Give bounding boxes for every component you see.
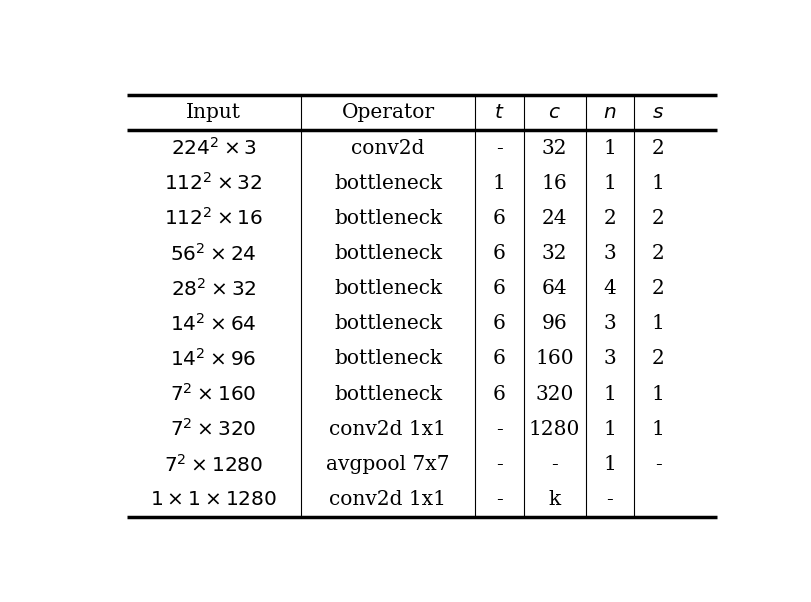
Text: 96: 96	[542, 314, 568, 334]
Text: conv2d 1x1: conv2d 1x1	[329, 490, 446, 509]
Text: 1: 1	[652, 385, 665, 404]
Text: 1: 1	[603, 420, 616, 439]
Text: -: -	[607, 490, 613, 509]
Text: conv2d: conv2d	[351, 138, 425, 158]
Text: 2: 2	[652, 138, 665, 158]
Text: $c$: $c$	[548, 104, 561, 122]
Text: 1: 1	[652, 173, 665, 193]
Text: -: -	[496, 455, 503, 474]
Text: 2: 2	[652, 209, 665, 228]
Text: -: -	[496, 420, 503, 439]
Text: $s$: $s$	[652, 104, 664, 122]
Text: $56^2 \times 24$: $56^2 \times 24$	[170, 243, 257, 264]
Text: bottleneck: bottleneck	[334, 350, 442, 368]
Text: 320: 320	[535, 385, 573, 404]
Text: bottleneck: bottleneck	[334, 279, 442, 298]
Text: 1: 1	[493, 173, 506, 193]
Text: bottleneck: bottleneck	[334, 385, 442, 404]
Text: 16: 16	[542, 173, 568, 193]
Text: 2: 2	[652, 350, 665, 368]
Text: 6: 6	[493, 244, 506, 263]
Text: -: -	[496, 490, 503, 509]
Text: $14^2 \times 96$: $14^2 \times 96$	[170, 348, 257, 370]
Text: -: -	[654, 455, 662, 474]
Text: 6: 6	[493, 279, 506, 298]
Text: $112^2 \times 16$: $112^2 \times 16$	[164, 208, 264, 229]
Text: 160: 160	[535, 350, 574, 368]
Text: 1: 1	[652, 420, 665, 439]
Text: 6: 6	[493, 350, 506, 368]
Text: 1: 1	[603, 455, 616, 474]
Text: 1: 1	[603, 173, 616, 193]
Text: 3: 3	[603, 314, 616, 334]
Text: conv2d 1x1: conv2d 1x1	[329, 420, 446, 439]
Text: 3: 3	[603, 350, 616, 368]
Text: $14^2 \times 64$: $14^2 \times 64$	[170, 313, 257, 335]
Text: 1280: 1280	[529, 420, 580, 439]
Text: 6: 6	[493, 314, 506, 334]
Text: $7^2 \times 160$: $7^2 \times 160$	[170, 383, 257, 405]
Text: bottleneck: bottleneck	[334, 209, 442, 228]
Text: 6: 6	[493, 209, 506, 228]
Text: $7^2 \times 1280$: $7^2 \times 1280$	[164, 453, 264, 476]
Text: 4: 4	[603, 279, 616, 298]
Text: avgpool 7x7: avgpool 7x7	[326, 455, 450, 474]
Text: 2: 2	[652, 244, 665, 263]
Text: 1: 1	[603, 385, 616, 404]
Text: 6: 6	[493, 385, 506, 404]
Text: $224^2 \times 3$: $224^2 \times 3$	[170, 137, 256, 159]
Text: 64: 64	[542, 279, 568, 298]
Text: $112^2 \times 32$: $112^2 \times 32$	[165, 172, 263, 194]
Text: $7^2 \times 320$: $7^2 \times 320$	[170, 418, 257, 440]
Text: 2: 2	[652, 279, 665, 298]
Text: 3: 3	[603, 244, 616, 263]
Text: $t$: $t$	[494, 104, 504, 122]
Text: $28^2 \times 32$: $28^2 \times 32$	[171, 278, 256, 300]
Text: 2: 2	[603, 209, 616, 228]
Text: 1: 1	[652, 314, 665, 334]
Text: k: k	[548, 490, 560, 509]
Text: 32: 32	[542, 244, 568, 263]
Text: -: -	[496, 138, 503, 158]
Text: -: -	[551, 455, 558, 474]
Text: $1 \times 1 \times 1280$: $1 \times 1 \times 1280$	[150, 490, 277, 509]
Text: $n$: $n$	[603, 104, 616, 122]
Text: 32: 32	[542, 138, 568, 158]
Text: 1: 1	[603, 138, 616, 158]
Text: 24: 24	[542, 209, 568, 228]
Text: bottleneck: bottleneck	[334, 244, 442, 263]
Text: Operator: Operator	[341, 104, 435, 122]
Text: Input: Input	[187, 104, 241, 122]
Text: bottleneck: bottleneck	[334, 314, 442, 334]
Text: bottleneck: bottleneck	[334, 173, 442, 193]
